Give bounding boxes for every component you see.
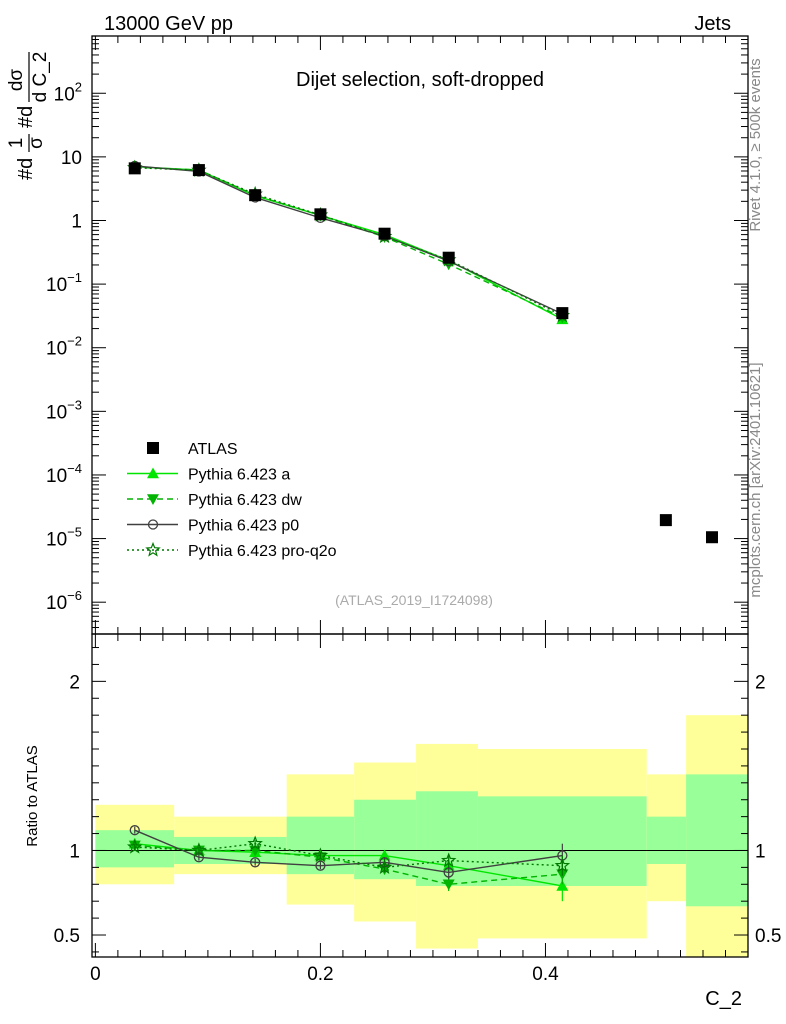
tick-labels: 0 0.2 0.4 102 10 1 10−1 10−2 10−3 10−4 10−5 10−6 0.5… <box>46 79 781 985</box>
series-pythia-6-423-dw <box>128 162 569 324</box>
y-tick-label-main-1: 10 <box>61 148 82 169</box>
ratio-point-pythia-6-423-p0-5 <box>443 867 454 878</box>
series-layer <box>127 159 718 902</box>
main-point-atlas-8 <box>705 531 718 544</box>
main-point-atlas-2 <box>249 189 262 202</box>
legend-entry-pythia-6-423-pro-q2o: Pythia 6.423 pro-q2o <box>127 541 337 560</box>
ratio-point-pythia-6-423-pro-q2o-6 <box>554 857 571 873</box>
svg-text:#d: #d <box>15 106 37 128</box>
legend: ATLAS Pythia 6.423 a Pythia 6.423 dw Pythia… <box>127 441 337 560</box>
x-tick-label-0: 0 <box>90 964 101 985</box>
ratio-axis-label: Ratio to ATLAS <box>24 745 41 846</box>
header-left: 13000 GeV pp <box>104 13 233 35</box>
legend-marker-pythia-6-423-dw <box>147 494 159 505</box>
legend-marker-pythia-6-423-a <box>147 467 159 479</box>
svg-text:#d: #d <box>15 158 37 180</box>
ratio-point-pythia-6-423-pro-q2o-1 <box>191 842 207 858</box>
ratio-point-pythia-6-423-p0-0 <box>129 825 140 836</box>
legend-entry-pythia-6-423-dw: Pythia 6.423 dw <box>127 492 302 509</box>
legend-entry-atlas: ATLAS <box>147 441 238 458</box>
series-pythia-6-423-a <box>128 160 569 325</box>
ratio-point-pythia-6-423-p0-2 <box>250 857 261 868</box>
main-line-pythia-6-423-p0 <box>134 165 563 315</box>
svg-text:dσ: dσ <box>6 69 27 92</box>
y-tick-label-main-6: 10−4 <box>46 461 82 487</box>
series-pythia-6-423-p0 <box>129 160 568 320</box>
main-y-axis-label: #d 1 σ #d dσ d C_2 <box>6 52 51 180</box>
ratio-point-pythia-6-423-dw-5 <box>442 879 455 891</box>
header-right: Jets <box>694 13 731 35</box>
legend-label-atlas: ATLAS <box>188 441 238 458</box>
y-tick-label-main-5: 10−3 <box>46 397 82 423</box>
series-atlas <box>128 162 718 544</box>
y-tick-label-ratio-right-0: 0.5 <box>755 926 781 947</box>
ratio-point-pythia-6-423-a-6 <box>556 879 569 891</box>
band-green-6 <box>646 816 687 864</box>
ratio-point-pythia-6-423-a-4 <box>378 849 391 861</box>
rivet-label: Rivet 4.1.0, ≥ 500k events <box>747 58 764 231</box>
y-tick-label-main-7: 10−5 <box>46 525 82 551</box>
ratio-point-pythia-6-423-pro-q2o-2 <box>247 835 263 851</box>
chart-title: Dijet selection, soft-dropped <box>296 69 544 91</box>
y-tick-label-ratio-1: 1 <box>69 841 80 862</box>
band-green-7 <box>686 774 748 907</box>
y-tick-label-main-2: 1 <box>71 211 82 232</box>
svg-text:σ: σ <box>26 137 47 149</box>
y-tick-label-ratio-right-1: 1 <box>755 841 766 862</box>
legend-entry-pythia-6-423-p0: Pythia 6.423 p0 <box>127 518 299 535</box>
main-line-pythia-6-423-a <box>134 166 563 320</box>
y-tick-label-ratio-2: 2 <box>69 672 80 693</box>
legend-label-pythia-6-423-p0: Pythia 6.423 p0 <box>188 518 299 535</box>
ratio-series-pythia-6-423-pro-q2o <box>127 835 571 876</box>
legend-marker-pythia-6-423-p0 <box>147 519 159 530</box>
main-line-pythia-6-423-pro-q2o <box>134 167 563 317</box>
ratio-plot-frame <box>91 633 749 958</box>
y-tick-label-main-0: 102 <box>54 79 82 105</box>
analysis-watermark: (ATLAS_2019_I1724098) <box>335 592 493 608</box>
main-point-atlas-0 <box>128 162 141 175</box>
legend-label-pythia-6-423-a: Pythia 6.423 a <box>188 467 290 484</box>
ratio-point-pythia-6-423-pro-q2o-3 <box>312 847 329 863</box>
y-tick-label-ratio-0: 0.5 <box>54 926 80 947</box>
legend-label-pythia-6-423-pro-q2o: Pythia 6.423 pro-q2o <box>188 543 337 560</box>
main-line-pythia-6-423-dw <box>134 166 563 319</box>
ratio-point-pythia-6-423-p0-3 <box>315 860 326 871</box>
legend-marker-atlas <box>147 442 159 454</box>
x-tick-label-2: 0.4 <box>532 964 559 985</box>
ratio-point-pythia-6-423-pro-q2o-4 <box>376 859 393 874</box>
main-point-atlas-1 <box>192 164 205 177</box>
legend-label-pythia-6-423-dw: Pythia 6.423 dw <box>188 492 302 509</box>
axis-ticks <box>92 36 748 957</box>
y-tick-label-main-8: 10−6 <box>46 588 82 614</box>
legend-marker-pythia-6-423-pro-q2o <box>145 541 161 557</box>
main-point-atlas-7 <box>659 514 672 527</box>
mcplots-label: mcplots.cern.ch [arXiv:2401.10621] <box>747 362 764 597</box>
x-axis-label: C_2 <box>705 988 742 1010</box>
main-point-atlas-3 <box>314 208 327 221</box>
svg-text:d C_2: d C_2 <box>30 52 51 103</box>
ratio-point-pythia-6-423-pro-q2o-0 <box>127 838 143 854</box>
main-point-atlas-6 <box>556 307 569 320</box>
ratio-uncertainty-bands <box>95 715 748 957</box>
series-pythia-6-423-pro-q2o <box>127 159 571 323</box>
main-point-atlas-5 <box>442 251 455 264</box>
legend-entry-pythia-6-423-a: Pythia 6.423 a <box>127 467 290 484</box>
svg-text:1: 1 <box>6 138 27 149</box>
x-tick-label-1: 0.2 <box>307 964 333 985</box>
main-point-atlas-4 <box>378 227 391 240</box>
y-tick-label-main-4: 10−2 <box>46 334 82 360</box>
y-tick-label-main-3: 10−1 <box>46 270 82 296</box>
ratio-point-pythia-6-423-pro-q2o-5 <box>440 852 457 868</box>
y-tick-label-ratio-right-2: 2 <box>755 672 766 693</box>
